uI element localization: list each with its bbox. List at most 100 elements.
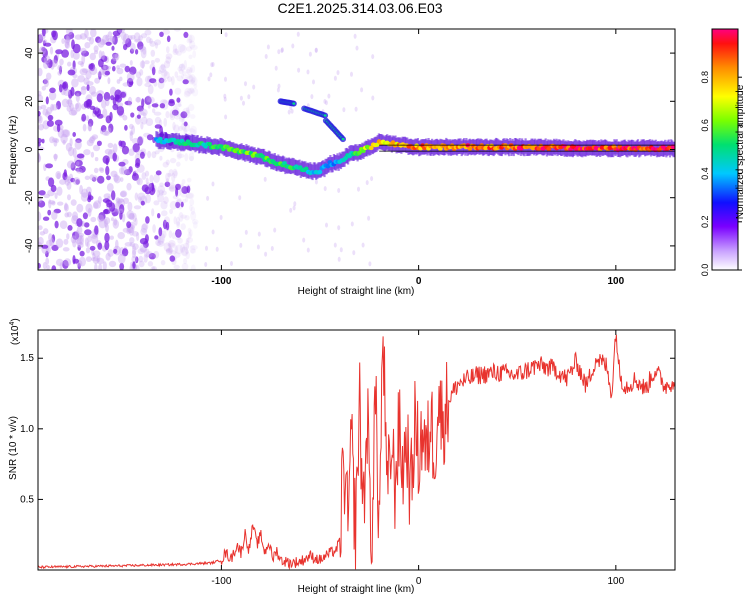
noise-blob	[41, 138, 45, 144]
noise-speck	[352, 250, 356, 256]
noise-blob	[74, 230, 80, 240]
noise-speck	[365, 180, 369, 186]
noise-speck	[276, 87, 280, 93]
noise-blob	[124, 242, 133, 247]
noise-blob	[74, 103, 79, 109]
noise-blob	[105, 223, 109, 233]
noise-blob	[85, 70, 92, 79]
noise-blob	[117, 253, 126, 264]
noise-blob	[108, 123, 114, 133]
noise-blob	[162, 161, 169, 168]
noise-blob	[42, 262, 47, 270]
noise-blob	[54, 119, 63, 126]
noise-blob	[97, 71, 103, 77]
side-feature-core	[323, 114, 327, 117]
noise-blob	[115, 239, 119, 250]
noise-blob	[72, 255, 76, 265]
noise-blob	[159, 155, 163, 161]
noise-blob	[70, 107, 78, 116]
noise-blob	[183, 90, 191, 98]
noise-blob	[137, 196, 142, 203]
noise-blob	[175, 201, 181, 209]
noise-blob	[67, 61, 72, 67]
noise-speck	[314, 47, 318, 53]
track-halo	[460, 140, 463, 157]
noise-blob	[177, 43, 186, 52]
noise-blob	[149, 38, 153, 44]
noise-speck	[290, 108, 294, 114]
spectrogram-xtick-label: 0	[416, 276, 422, 287]
noise-blob	[120, 91, 127, 98]
noise-blob	[107, 77, 111, 85]
noise-blob	[185, 237, 190, 245]
noise-blob	[155, 239, 162, 246]
noise-blob	[109, 111, 113, 122]
noise-blob	[183, 127, 187, 135]
noise-speck	[312, 79, 315, 85]
noise-blob	[57, 201, 64, 206]
noise-blob	[159, 31, 164, 37]
noise-blob	[121, 213, 126, 223]
noise-blob	[180, 246, 188, 256]
noise-speck	[287, 109, 291, 115]
noise-blob	[189, 35, 193, 44]
noise-blob	[128, 226, 135, 236]
noise-blob	[144, 234, 149, 243]
spectrogram-ticks: -100 0 100 -40 -20 0 20 40	[24, 29, 675, 287]
side-feature-core	[292, 102, 296, 105]
noise-speck	[337, 225, 341, 231]
noise-blob	[76, 153, 85, 159]
noise-blob	[105, 98, 110, 107]
noise-blob	[45, 257, 50, 265]
noise-blob	[62, 139, 66, 145]
noise-blob	[150, 265, 158, 270]
noise-blob	[69, 138, 73, 147]
noise-blob	[99, 168, 105, 173]
noise-blob	[51, 104, 58, 111]
noise-blob	[182, 79, 189, 85]
noise-speck	[210, 62, 214, 68]
noise-blob	[59, 262, 63, 270]
noise-blob	[48, 200, 56, 205]
noise-blob	[157, 213, 161, 219]
noise-blob	[175, 187, 179, 197]
noise-blob	[119, 167, 125, 175]
noise-blob	[122, 115, 128, 121]
noise-blob	[137, 248, 145, 255]
noise-blob	[134, 38, 142, 43]
noise-blob	[187, 88, 196, 95]
noise-blob	[185, 249, 189, 255]
noise-blob	[83, 149, 91, 156]
noise-blob	[141, 223, 149, 230]
noise-speck	[361, 242, 365, 248]
noise-speck	[230, 261, 233, 266]
noise-blob	[184, 110, 191, 119]
noise-blob	[104, 70, 111, 76]
noise-blob	[93, 200, 102, 209]
noise-blob	[38, 67, 43, 77]
spectrogram-xtick-label: -100	[211, 276, 231, 287]
track-halo	[612, 141, 615, 158]
track-halo	[192, 134, 195, 151]
noise-blob	[112, 52, 119, 59]
noise-blob	[67, 225, 73, 231]
noise-blob	[165, 248, 174, 253]
noise-blob	[48, 177, 55, 187]
noise-blob	[144, 29, 152, 36]
snr-xtick-label: -100	[211, 576, 231, 587]
noise-blob	[165, 221, 170, 231]
noise-blob	[176, 97, 181, 103]
noise-blob	[181, 262, 189, 270]
noise-blob	[166, 46, 170, 54]
noise-blob	[86, 186, 92, 195]
noise-blob	[38, 154, 42, 163]
noise-blob	[53, 153, 58, 162]
track-point	[437, 146, 443, 151]
spectrogram-ytick-label: 0	[24, 146, 35, 152]
noise-blob	[158, 76, 166, 82]
noise-blob	[168, 169, 174, 177]
noise-blob	[106, 202, 112, 208]
noise-blob	[189, 229, 193, 237]
noise-blob	[113, 173, 119, 182]
noise-blob	[185, 193, 194, 199]
